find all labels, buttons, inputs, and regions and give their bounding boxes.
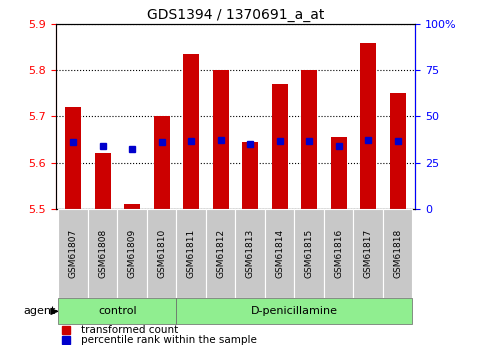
Bar (206, 209, 236, 298)
Text: transformed count: transformed count (81, 325, 178, 335)
Bar (242, 142, 258, 209)
Bar (176, 298, 412, 324)
Bar (330, 137, 347, 209)
Bar (295, 209, 324, 298)
Text: GSM61810: GSM61810 (157, 229, 166, 278)
Bar (147, 209, 176, 298)
Text: GSM61808: GSM61808 (98, 229, 107, 278)
Text: GSM61816: GSM61816 (334, 229, 343, 278)
Text: percentile rank within the sample: percentile rank within the sample (81, 335, 256, 345)
Text: GSM61809: GSM61809 (128, 229, 137, 278)
Bar (301, 70, 317, 209)
Bar (117, 209, 147, 298)
Text: GSM61813: GSM61813 (246, 229, 255, 278)
Text: GSM61814: GSM61814 (275, 229, 284, 278)
Text: control: control (98, 306, 137, 316)
Bar (183, 54, 199, 209)
Bar (95, 153, 111, 209)
Bar (58, 209, 88, 298)
Text: GSM61817: GSM61817 (364, 229, 373, 278)
Bar (383, 209, 412, 298)
Title: GDS1394 / 1370691_a_at: GDS1394 / 1370691_a_at (147, 8, 324, 22)
Text: D-penicillamine: D-penicillamine (251, 306, 338, 316)
Text: GSM61811: GSM61811 (187, 229, 196, 278)
Bar (154, 116, 170, 209)
Bar (176, 209, 206, 298)
Bar (213, 70, 229, 209)
Bar (324, 209, 354, 298)
Text: agent: agent (24, 306, 56, 316)
Bar (58, 298, 176, 324)
Bar (236, 209, 265, 298)
Bar (65, 107, 81, 209)
Bar (88, 209, 117, 298)
Bar (360, 42, 376, 209)
Bar (354, 209, 383, 298)
Text: GSM61807: GSM61807 (69, 229, 78, 278)
Bar (271, 84, 288, 209)
Text: GSM61815: GSM61815 (305, 229, 313, 278)
Text: GSM61812: GSM61812 (216, 229, 225, 278)
Text: GSM61818: GSM61818 (393, 229, 402, 278)
Bar (390, 93, 406, 209)
Bar (124, 204, 141, 209)
Bar (265, 209, 295, 298)
